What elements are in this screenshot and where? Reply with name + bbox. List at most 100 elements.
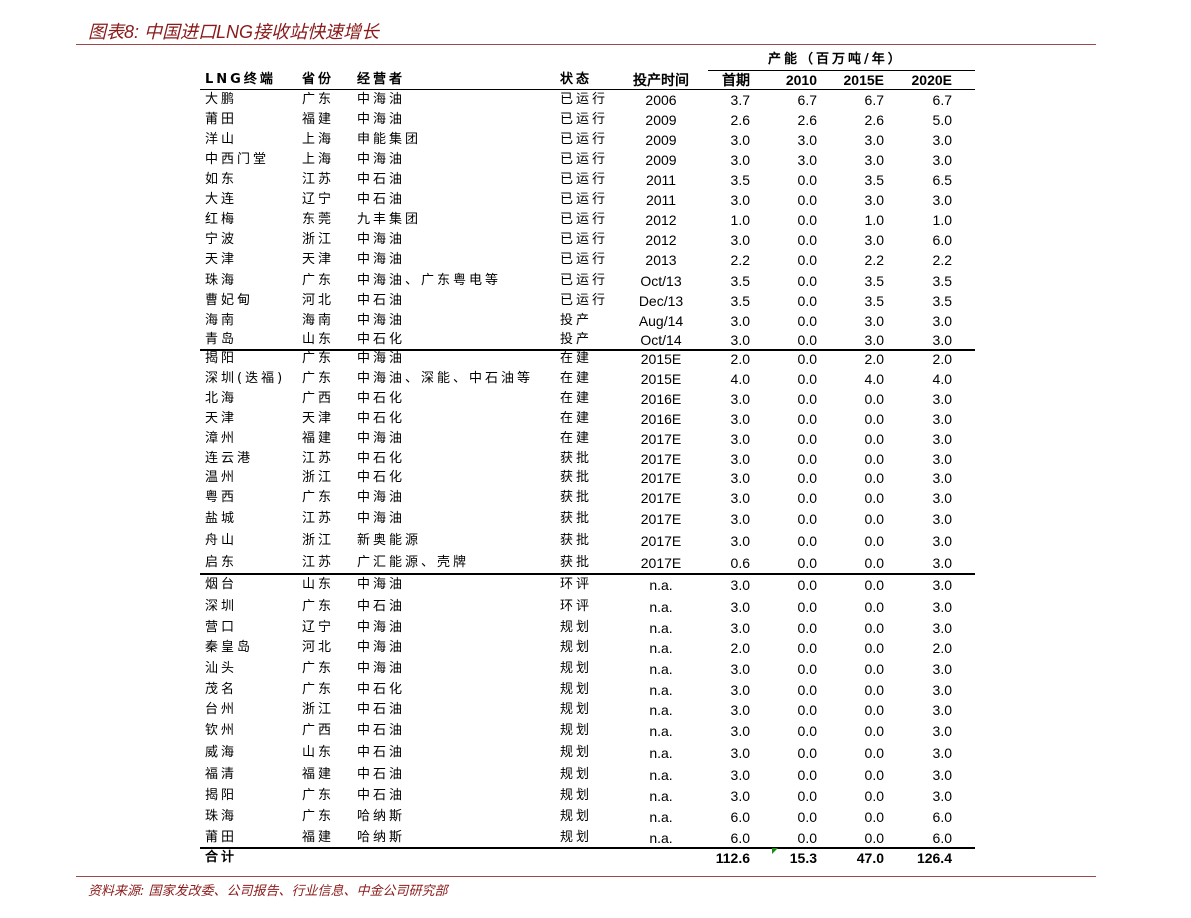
- operator-cell: 中石油: [357, 599, 406, 614]
- capacity-2015e-cell: 3.0: [864, 332, 884, 348]
- capacity-2020e-cell: 3.0: [932, 533, 952, 549]
- header-status: 状态: [560, 72, 593, 87]
- capacity-2020e-cell: 3.0: [932, 490, 952, 506]
- operator-cell: 中石油: [357, 767, 406, 782]
- header-start-date: 投产时间: [633, 72, 689, 88]
- capacity-2010-cell: 0.0: [797, 661, 817, 677]
- capacity-2015e-cell: 1.0: [864, 212, 884, 228]
- operator-cell: 中石化: [357, 682, 406, 697]
- status-cell: 获批: [560, 511, 593, 526]
- province-cell: 辽宁: [302, 192, 335, 207]
- capacity-2010-cell: 0.0: [797, 577, 817, 593]
- capacity-2015e-cell: 0.0: [864, 702, 884, 718]
- status-cell: 在建: [560, 371, 593, 386]
- capacity-2020e-cell: 3.0: [932, 555, 952, 571]
- operator-cell: 中石油: [357, 723, 406, 738]
- capacity-2010-cell: 0.0: [797, 371, 817, 387]
- initial-capacity-cell: 3.0: [730, 682, 750, 698]
- start-date-cell: 2017E: [640, 490, 682, 506]
- initial-capacity-cell: 3.0: [730, 332, 750, 348]
- status-cell: 环评: [560, 577, 593, 592]
- capacity-2015e-cell: 0.0: [864, 470, 884, 486]
- capacity-2015e-cell: 4.0: [864, 371, 884, 387]
- province-cell: 福建: [302, 767, 335, 782]
- terminal-cell: 珠海: [205, 273, 238, 288]
- terminal-cell: 温州: [205, 470, 238, 485]
- province-cell: 河北: [302, 293, 335, 308]
- capacity-2020e-cell: 6.0: [932, 830, 952, 846]
- terminal-cell: 揭阳: [205, 351, 238, 366]
- capacity-2015e-cell: 0.0: [864, 661, 884, 677]
- terminal-cell: 珠海: [205, 809, 238, 824]
- terminal-cell: 营口: [205, 620, 238, 635]
- terminal-cell: 盐城: [205, 511, 238, 526]
- capacity-2010-cell: 2.6: [797, 112, 817, 128]
- province-cell: 广西: [302, 723, 335, 738]
- status-cell: 已运行: [560, 172, 609, 187]
- capacity-2010-cell: 0.0: [797, 620, 817, 636]
- capacity-2010-cell: 0.0: [797, 172, 817, 188]
- operator-cell: 中石油: [357, 172, 406, 187]
- status-cell: 已运行: [560, 92, 609, 107]
- source-divider: [76, 876, 1096, 877]
- province-cell: 河北: [302, 640, 335, 655]
- terminal-cell: 宁波: [205, 232, 238, 247]
- terminal-cell: 洋山: [205, 132, 238, 147]
- operator-cell: 中海油、广东粤电等: [357, 273, 502, 288]
- capacity-2020e-cell: 1.0: [932, 212, 952, 228]
- province-cell: 浙江: [302, 702, 335, 717]
- status-cell: 规划: [560, 682, 593, 697]
- status-cell: 在建: [560, 431, 593, 446]
- province-cell: 天津: [302, 411, 335, 426]
- status-cell: 获批: [560, 555, 593, 570]
- terminal-cell: 揭阳: [205, 788, 238, 803]
- start-date-cell: n.a.: [649, 661, 673, 677]
- group-header-line: [708, 70, 975, 71]
- start-date-cell: Oct/13: [640, 273, 682, 289]
- capacity-2020e-cell: 3.0: [932, 132, 952, 148]
- terminal-cell: 大连: [205, 192, 238, 207]
- capacity-2015e-cell: 0.0: [864, 490, 884, 506]
- start-date-cell: 2016E: [640, 391, 682, 407]
- capacity-2010-cell: 0.0: [797, 470, 817, 486]
- capacity-2020e-cell: 3.0: [932, 391, 952, 407]
- operator-cell: 中石化: [357, 451, 406, 466]
- initial-capacity-cell: 2.6: [730, 112, 750, 128]
- initial-capacity-cell: 4.0: [730, 371, 750, 387]
- capacity-2020e-cell: 3.0: [932, 313, 952, 329]
- terminal-cell: 钦州: [205, 723, 238, 738]
- capacity-2010-cell: 0.0: [797, 273, 817, 289]
- province-cell: 浙江: [302, 232, 335, 247]
- initial-capacity-cell: 3.0: [730, 411, 750, 427]
- province-cell: 江苏: [302, 451, 335, 466]
- terminal-cell: 汕头: [205, 661, 238, 676]
- start-date-cell: n.a.: [649, 577, 673, 593]
- status-cell: 规划: [560, 640, 593, 655]
- capacity-2010-cell: 0.0: [797, 451, 817, 467]
- status-cell: 已运行: [560, 132, 609, 147]
- province-cell: 广东: [302, 273, 335, 288]
- province-cell: 广东: [302, 661, 335, 676]
- operator-cell: 中石化: [357, 332, 406, 347]
- capacity-2015e-cell: 3.5: [864, 293, 884, 309]
- start-date-cell: n.a.: [649, 640, 673, 656]
- capacity-2015e-cell: 2.0: [864, 351, 884, 367]
- capacity-2010-cell: 0.0: [797, 599, 817, 615]
- operator-cell: 申能集团: [357, 132, 422, 147]
- status-cell: 规划: [560, 767, 593, 782]
- terminal-cell: 烟台: [205, 577, 238, 592]
- capacity-2020e-cell: 3.0: [932, 470, 952, 486]
- province-cell: 广东: [302, 682, 335, 697]
- header-capacity-2015e: 2015E: [843, 72, 884, 88]
- capacity-2015e-cell: 0.0: [864, 451, 884, 467]
- start-date-cell: 2017E: [640, 533, 682, 549]
- initial-capacity-cell: 3.0: [730, 702, 750, 718]
- operator-cell: 中石化: [357, 391, 406, 406]
- terminal-cell: 红梅: [205, 212, 238, 227]
- capacity-2010-cell: 0.0: [797, 511, 817, 527]
- start-date-cell: 2011: [645, 172, 677, 188]
- start-date-cell: n.a.: [649, 620, 673, 636]
- operator-cell: 中海油: [357, 620, 406, 635]
- initial-capacity-cell: 3.0: [730, 788, 750, 804]
- capacity-2015e-cell: 6.7: [864, 92, 884, 108]
